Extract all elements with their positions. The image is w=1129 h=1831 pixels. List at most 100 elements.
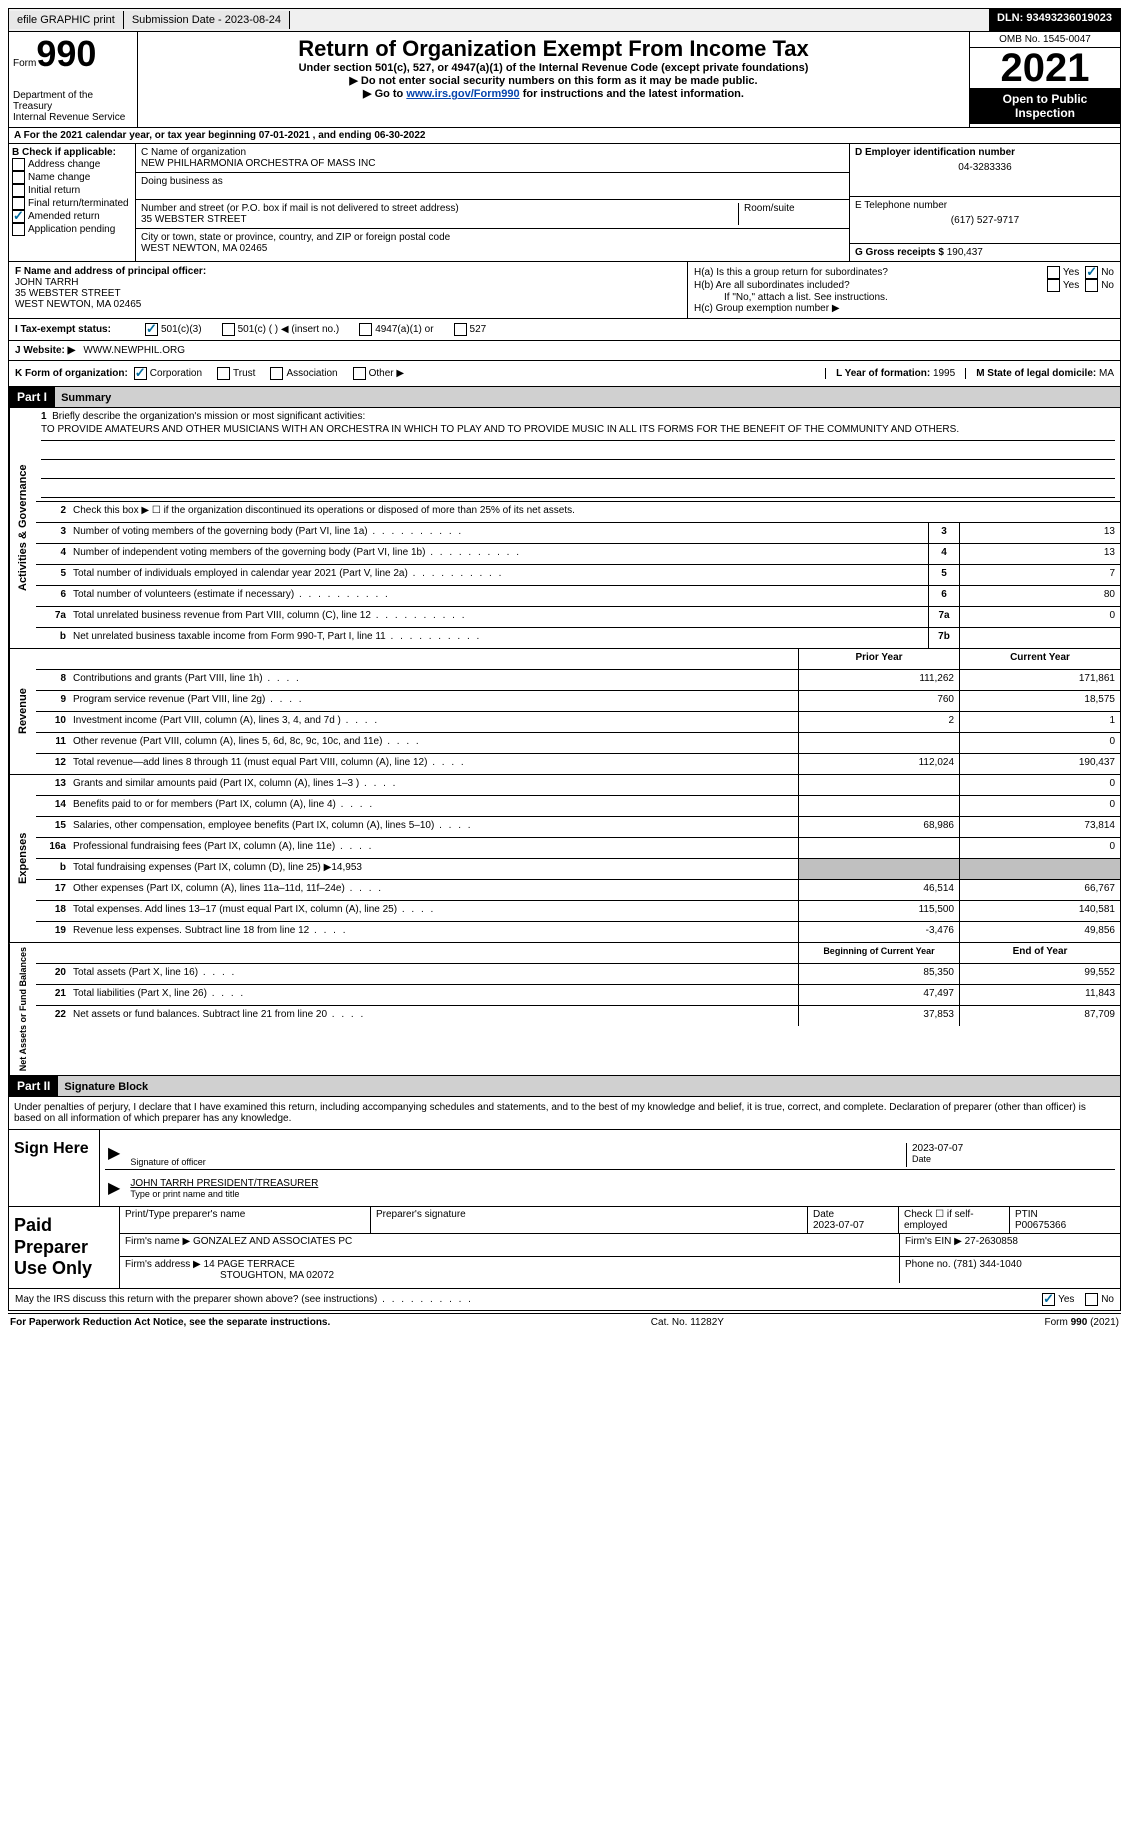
goto-prefix: ▶ Go to	[363, 88, 406, 100]
line18-prior: 115,500	[798, 901, 959, 921]
ha-yes-checkbox[interactable]	[1047, 266, 1060, 279]
phone-label: E Telephone number	[855, 200, 1115, 211]
lineb-prior	[798, 859, 959, 879]
line5-value: 7	[959, 565, 1120, 585]
irs-link[interactable]: www.irs.gov/Form990	[406, 88, 519, 100]
other-checkbox[interactable]	[353, 367, 366, 380]
501c3-checkbox[interactable]	[145, 323, 158, 336]
sign-here-label: Sign Here	[9, 1130, 100, 1206]
trust-checkbox[interactable]	[217, 367, 230, 380]
discuss-no-checkbox[interactable]	[1085, 1293, 1098, 1306]
part2-tag: Part II	[9, 1076, 58, 1096]
line10-current: 1	[959, 712, 1120, 732]
line16a-num: 16a	[36, 838, 71, 858]
line12-num: 12	[36, 754, 71, 774]
org-name: NEW PHILHARMONIA ORCHESTRA OF MASS INC	[141, 158, 844, 169]
line10-num: 10	[36, 712, 71, 732]
line22-current: 87,709	[959, 1006, 1120, 1026]
efile-print-button[interactable]: efile GRAPHIC print	[9, 11, 124, 29]
501c-checkbox[interactable]	[222, 323, 235, 336]
form-header: Form990 Department of the Treasury Inter…	[8, 32, 1121, 128]
line20-prior: 85,350	[798, 964, 959, 984]
corp-checkbox[interactable]	[134, 367, 147, 380]
checkbox-application-pending[interactable]	[12, 223, 25, 236]
prior-year-header: Prior Year	[798, 649, 959, 669]
line14-num: 14	[36, 796, 71, 816]
line3-box: 3	[928, 523, 959, 543]
tax-status-label: I Tax-exempt status:	[15, 324, 145, 335]
line19-desc: Revenue less expenses. Subtract line 18 …	[71, 922, 798, 942]
line4-box: 4	[928, 544, 959, 564]
line14-desc: Benefits paid to or for members (Part IX…	[71, 796, 798, 816]
line7a-desc: Total unrelated business revenue from Pa…	[71, 607, 928, 627]
checkbox-amended-return[interactable]	[12, 210, 25, 223]
street-label: Number and street (or P.O. box if mail i…	[141, 203, 738, 214]
checkbox-name-change[interactable]	[12, 171, 25, 184]
line-i-tax-status: I Tax-exempt status: 501(c)(3) 501(c) ( …	[8, 319, 1121, 341]
paid-preparer-label: Paid Preparer Use Only	[9, 1207, 120, 1288]
omb-box: OMB No. 1545-0047 2021 Open to Public In…	[969, 32, 1120, 127]
form-org-label: K Form of organization:	[15, 368, 128, 379]
4947-label: 4947(a)(1) or	[375, 324, 433, 335]
sig-arrow-icon: ▶	[108, 1143, 120, 1167]
line4-num: 4	[36, 544, 71, 564]
phone-value: (617) 527-9717	[855, 211, 1115, 226]
prep-date-value: 2023-07-07	[813, 1220, 864, 1231]
line6-num: 6	[36, 586, 71, 606]
checkbox-initial-return[interactable]	[12, 184, 25, 197]
ha-no-checkbox[interactable]	[1085, 266, 1098, 279]
bcd-grid: B Check if applicable: Address change Na…	[8, 144, 1121, 262]
line6-desc: Total number of volunteers (estimate if …	[71, 586, 928, 606]
assoc-checkbox[interactable]	[270, 367, 283, 380]
line13-prior	[798, 775, 959, 795]
label-amended-return: Amended return	[28, 211, 100, 222]
room-suite-label: Room/suite	[738, 203, 844, 225]
mission-text: TO PROVIDE AMATEURS AND OTHER MUSICIANS …	[41, 422, 1115, 441]
side-revenue: Revenue	[9, 649, 36, 774]
preparer-section: Paid Preparer Use Only Print/Type prepar…	[9, 1206, 1120, 1288]
part1-bar: Part I Summary	[8, 387, 1121, 408]
print-name-label: Type or print name and title	[130, 1189, 1112, 1199]
firm-name-label: Firm's name ▶	[125, 1236, 190, 1247]
line20-num: 20	[36, 964, 71, 984]
line15-current: 73,814	[959, 817, 1120, 837]
501c-label: 501(c) ( ) ◀ (insert no.)	[238, 324, 340, 335]
4947-checkbox[interactable]	[359, 323, 372, 336]
dln-label: DLN: 93493236019023	[989, 9, 1120, 31]
line4-value: 13	[959, 544, 1120, 564]
527-checkbox[interactable]	[454, 323, 467, 336]
line8-prior: 111,262	[798, 670, 959, 690]
hb-no-checkbox[interactable]	[1085, 279, 1098, 292]
discuss-yes-checkbox[interactable]	[1042, 1293, 1055, 1306]
trust-label: Trust	[233, 368, 255, 379]
current-year-header: Current Year	[959, 649, 1120, 669]
sig-date-label: Date	[912, 1154, 1112, 1164]
page-footer: For Paperwork Reduction Act Notice, see …	[8, 1313, 1121, 1331]
hb-yes-label: Yes	[1063, 280, 1079, 291]
firm-addr-label: Firm's address ▶	[125, 1259, 201, 1270]
lineb-num: b	[36, 859, 71, 879]
ha-no-label: No	[1101, 267, 1114, 278]
line17-current: 66,767	[959, 880, 1120, 900]
ha-yes-label: Yes	[1063, 267, 1079, 278]
line11-desc: Other revenue (Part VIII, column (A), li…	[71, 733, 798, 753]
mission-blank3	[41, 479, 1115, 498]
note-ssn: ▶ Do not enter social security numbers o…	[142, 74, 965, 87]
city-value: WEST NEWTON, MA 02465	[141, 243, 844, 254]
line7a-value: 0	[959, 607, 1120, 627]
line8-num: 8	[36, 670, 71, 690]
firm-phone-value: (781) 344-1040	[953, 1259, 1021, 1270]
hb-yes-checkbox[interactable]	[1047, 279, 1060, 292]
mission-blank2	[41, 460, 1115, 479]
line11-num: 11	[36, 733, 71, 753]
checkbox-address-change[interactable]	[12, 158, 25, 171]
line12-desc: Total revenue—add lines 8 through 11 (mu…	[71, 754, 798, 774]
side-expenses: Expenses	[9, 775, 36, 942]
begin-year-header: Beginning of Current Year	[798, 943, 959, 963]
line14-prior	[798, 796, 959, 816]
firm-ein-value: 27-2630858	[965, 1236, 1018, 1247]
line5-desc: Total number of individuals employed in …	[71, 565, 928, 585]
line21-current: 11,843	[959, 985, 1120, 1005]
form-title: Return of Organization Exempt From Incom…	[142, 36, 965, 62]
line19-current: 49,856	[959, 922, 1120, 942]
